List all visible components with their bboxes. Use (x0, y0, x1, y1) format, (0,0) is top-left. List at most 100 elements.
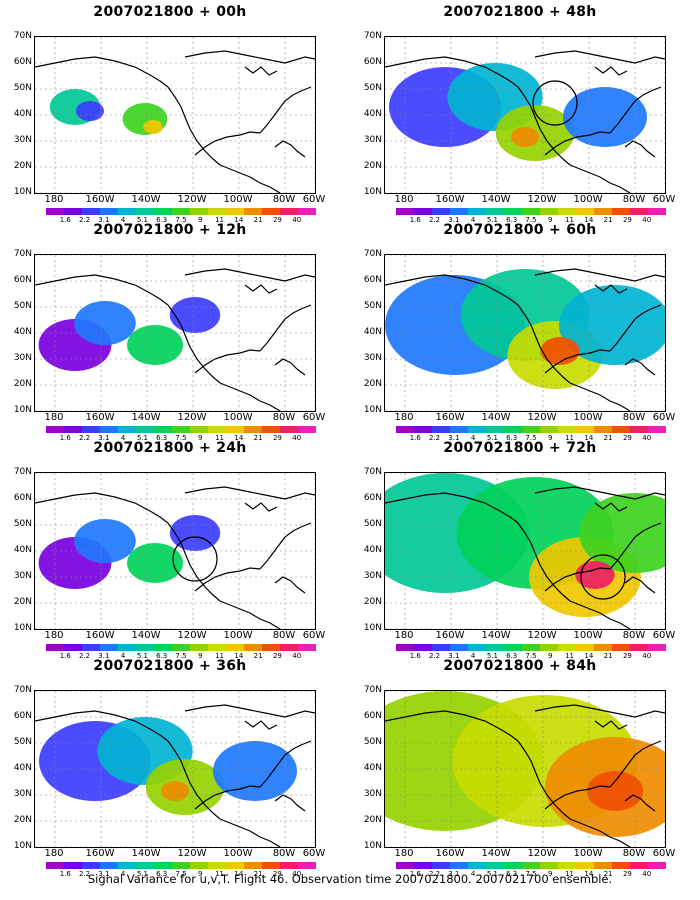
coastline (259, 522, 312, 570)
lat-label: 40N (363, 763, 382, 773)
coastline (184, 268, 315, 282)
lon-label: 80W (272, 412, 296, 423)
colorbar-swatch (226, 644, 244, 651)
colorbar-swatch (648, 644, 666, 651)
colorbar-tick-label: 14 (234, 652, 244, 660)
colorbar-swatch (172, 862, 190, 869)
colorbar-swatch (64, 426, 82, 433)
lat-label: 20N (13, 597, 32, 607)
coastline (609, 304, 662, 352)
colorbar-tick-label: 40 (292, 652, 302, 660)
lon-label: 100W (573, 848, 603, 859)
colorbar-swatch (486, 862, 504, 869)
colorbar (396, 862, 666, 869)
colorbar-swatch (486, 426, 504, 433)
colorbar-swatch (450, 644, 468, 651)
target-circle (532, 80, 578, 126)
map-panel: 2007021800 + 72h 70N 60N 50N 40N 30N 20N 10N 180… (350, 440, 690, 662)
colorbar-swatch (136, 208, 154, 215)
colorbar-swatch (208, 644, 226, 651)
colorbar-tick-label: 7.5 (525, 870, 537, 878)
colorbar-tick-label: 11 (215, 216, 225, 224)
lon-label: 160W (435, 630, 465, 641)
coastline (609, 740, 662, 788)
lat-label: 40N (363, 545, 382, 555)
coastline (219, 382, 281, 411)
lat-label: 30N (13, 353, 32, 363)
lat-label: 60N (363, 711, 382, 721)
lat-label: 50N (13, 737, 32, 747)
lon-label: 140W (481, 848, 511, 859)
coastline (517, 304, 571, 384)
colorbar-tick-label: 5.1 (136, 216, 148, 224)
colorbar-tick-label: 1.6 (409, 870, 421, 878)
colorbar-swatch (522, 644, 540, 651)
colorbar-swatch (208, 208, 226, 215)
colorbar-swatch (576, 862, 594, 869)
map-area (34, 472, 316, 630)
colorbar-tick-label: 21 (603, 870, 613, 878)
map-area (384, 690, 666, 848)
map-panel: 2007021800 + 12h 70N 60N 50N 40N 30N 20N 10N 180… (0, 222, 340, 444)
lon-label: 180 (44, 630, 64, 641)
map-area (384, 254, 666, 412)
coastline (219, 600, 281, 629)
colorbar-swatch (298, 862, 316, 869)
coastline (259, 86, 312, 134)
colorbar-swatch (468, 862, 486, 869)
colorbar-tick-label: 1.6 (409, 434, 421, 442)
lat-label: 50N (363, 519, 382, 529)
colorbar-swatch (432, 862, 450, 869)
colorbar-tick-label: 9 (198, 652, 203, 660)
coastline (274, 140, 306, 158)
colorbar-swatch (136, 644, 154, 651)
lat-label: 10N (363, 187, 382, 197)
colorbar-swatch (136, 862, 154, 869)
coastline (194, 349, 261, 374)
colorbar-tick-label: 40 (642, 870, 652, 878)
variance-region (579, 493, 665, 573)
colorbar-tick-label: 1.6 (409, 652, 421, 660)
colorbar-tick-label: 5.1 (486, 434, 498, 442)
lat-label: 50N (13, 301, 32, 311)
colorbar-tick-label: 2.2 (78, 216, 91, 224)
lon-label: 100W (573, 412, 603, 423)
lon-label: 60W (302, 194, 326, 205)
colorbar-swatch (558, 426, 576, 433)
colorbar-swatch (154, 208, 172, 215)
lat-label: 50N (363, 301, 382, 311)
colorbar-swatch (262, 644, 280, 651)
colorbar-swatch (244, 644, 262, 651)
colorbar-tick-label: 2.2 (428, 652, 441, 660)
colorbar-swatch (64, 208, 82, 215)
colorbar-swatch (630, 644, 648, 651)
colorbar-swatch (396, 426, 414, 433)
coastline (244, 284, 278, 294)
colorbar-tick-label: 9 (548, 434, 553, 442)
map-area (384, 36, 666, 194)
colorbar-swatch (244, 862, 262, 869)
lat-label: 30N (363, 571, 382, 581)
lat-label: 10N (363, 405, 382, 415)
colorbar-tick-label: 29 (622, 870, 632, 878)
lon-label: 140W (131, 412, 161, 423)
coastline (184, 50, 315, 64)
colorbar-swatch (298, 208, 316, 215)
lat-label: 60N (13, 711, 32, 721)
colorbar-tick-label: 5.1 (136, 434, 148, 442)
lat-label: 60N (13, 493, 32, 503)
lat-label: 10N (13, 623, 32, 633)
lon-label: 120W (527, 412, 557, 423)
colorbar-swatch (64, 862, 82, 869)
colorbar-swatch (154, 644, 172, 651)
lat-label: 20N (363, 597, 382, 607)
colorbar-tick-label: 1.6 (59, 870, 71, 878)
colorbar-swatch (226, 426, 244, 433)
lat-label: 10N (13, 187, 32, 197)
variance-region (587, 771, 643, 811)
colorbar-tick-label: 1.6 (59, 434, 71, 442)
colorbar-tick-label: 6.3 (156, 870, 168, 878)
colorbar-swatch (594, 644, 612, 651)
colorbar-swatch (100, 862, 118, 869)
lon-label: 140W (481, 194, 511, 205)
